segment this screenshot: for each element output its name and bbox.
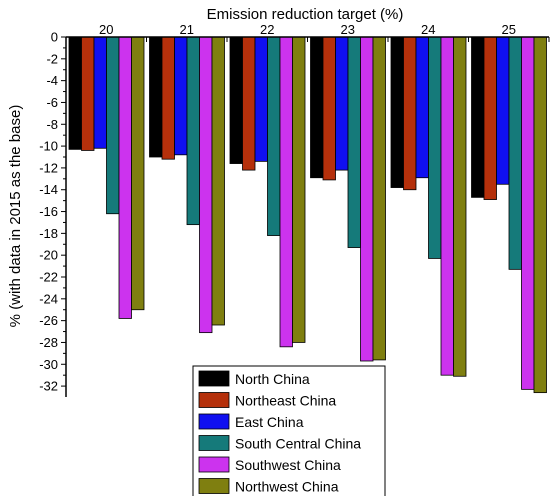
legend-swatch [198, 392, 230, 408]
bar-25-1 [483, 36, 497, 200]
bar-22-4 [279, 36, 293, 348]
category-label: 23 [341, 22, 355, 37]
legend-label: Southwest China [235, 457, 341, 473]
y-tick-label: -30 [39, 357, 58, 372]
bar-21-1 [161, 36, 175, 160]
legend-swatch [198, 456, 230, 473]
bar-23-1 [322, 36, 336, 181]
y-tick-label: -12 [39, 160, 58, 175]
axes: 20 21 22 23 24 25 0 -2 -4 -6 -8 -10 -12 -14 -16 -18 -20 -… [39, 22, 550, 397]
bar-25-0 [471, 36, 485, 198]
y-tick-label: -2 [46, 51, 58, 66]
y-tick-label: -16 [39, 204, 58, 219]
bar-20-0 [68, 36, 82, 150]
category-label: 22 [260, 22, 274, 37]
bar-22-0 [229, 36, 243, 164]
bar-23-0 [310, 36, 324, 179]
category-label: 20 [99, 22, 113, 37]
legend-box [192, 365, 386, 496]
y-tick-label: 0 [51, 30, 58, 45]
y-tick-label: -14 [39, 182, 58, 197]
y-tick-label: -8 [46, 117, 58, 132]
category-label: 21 [180, 22, 194, 37]
bar-21-3 [186, 36, 200, 226]
y-tick-label: -24 [39, 291, 58, 306]
bar-24-5 [453, 36, 467, 377]
bar-25-4 [521, 36, 535, 390]
bar-25-5 [533, 36, 547, 394]
y-tick-label: -28 [39, 335, 58, 350]
bar-25-3 [508, 36, 522, 270]
bar-22-1 [242, 36, 256, 171]
bar-21-2 [174, 36, 188, 156]
y-tick-label: -4 [46, 73, 58, 88]
y-tick-label: -18 [39, 226, 58, 241]
bar-24-3 [428, 36, 442, 259]
y-tick-label: -32 [39, 379, 58, 394]
bar-24-1 [403, 36, 417, 191]
legend-swatch [198, 478, 230, 494]
legend-label: Northwest China [235, 479, 339, 495]
legend-swatch [198, 413, 230, 430]
y-tick-label: -10 [39, 139, 58, 154]
legend-label: North China [235, 371, 310, 387]
bar-22-2 [254, 36, 268, 162]
category-label: 25 [502, 22, 516, 37]
legend: North China Northeast China East China Sout… [192, 365, 386, 496]
bar-group [68, 36, 547, 394]
bar-23-3 [347, 36, 361, 248]
legend-swatch [198, 370, 230, 387]
bar-21-0 [149, 36, 163, 158]
legend-label: South Central China [235, 436, 361, 452]
x-axis-title: Emission reduction target (%) [207, 6, 404, 23]
bar-24-0 [390, 36, 404, 188]
bar-20-4 [118, 36, 132, 319]
category-label: 24 [421, 22, 435, 37]
bar-22-3 [267, 36, 281, 236]
bar-21-5 [211, 36, 225, 326]
y-axis-title: % (with data in 2015 as the base) [7, 105, 24, 328]
bar-25-2 [496, 36, 510, 185]
bar-21-4 [199, 36, 213, 334]
legend-swatch [198, 435, 230, 451]
bar-20-5 [131, 36, 145, 311]
bar-23-5 [372, 36, 386, 361]
y-tick-label: -22 [39, 270, 58, 285]
bar-20-1 [81, 36, 95, 151]
bar-23-2 [335, 36, 349, 171]
bar-24-2 [415, 36, 429, 179]
bar-20-3 [106, 36, 120, 215]
y-tick-label: -26 [39, 313, 58, 328]
bar-22-5 [292, 36, 306, 343]
y-tick-label: -6 [46, 95, 58, 110]
legend-label: Northeast China [235, 393, 336, 409]
bar-24-4 [440, 36, 454, 376]
bar-23-4 [360, 36, 374, 362]
bar-20-2 [93, 36, 107, 149]
legend-label: East China [235, 414, 304, 430]
y-tick-label: -20 [39, 248, 58, 263]
